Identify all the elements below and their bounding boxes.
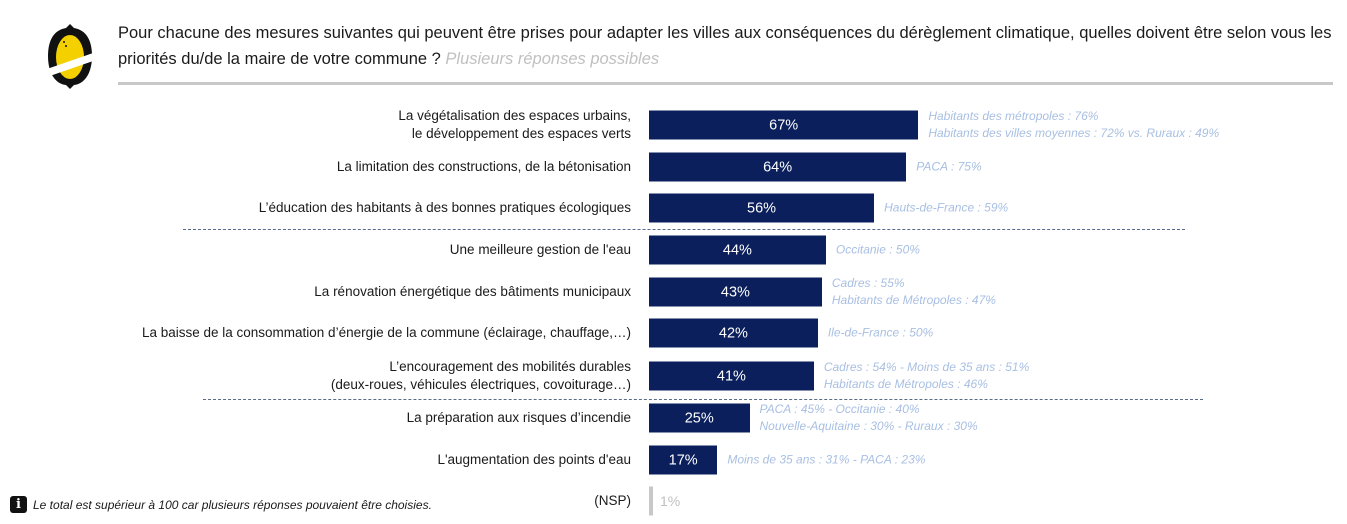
bar: 41% (649, 361, 814, 391)
category-label-line: La végétalisation des espaces urbains, (398, 108, 631, 123)
category-label-line: (NSP) (594, 493, 631, 508)
category-label: L’éducation des habitants à des bonnes p… (259, 199, 631, 217)
bar: 43% (649, 277, 822, 307)
data-label: 56% (747, 200, 777, 216)
question-title: Pour chacune des mesures suivantes qui p… (118, 20, 1338, 72)
question-hint: Plusieurs réponses possibles (445, 50, 660, 68)
category-label: La rénovation énergétique des bâtiments … (314, 283, 631, 301)
footer-note: Le total est supérieur à 100 car plusieu… (33, 497, 432, 512)
category-label-line: La limitation des constructions, de la b… (336, 159, 631, 174)
bar: 25% (649, 403, 750, 433)
data-label: 67% (769, 117, 799, 133)
question-text: Pour chacune des mesures suivantes qui p… (118, 24, 1332, 68)
annotation: Habitants des métropoles : 76% Habitants … (928, 108, 1219, 142)
bar (649, 486, 653, 516)
annotation-line: Habitants de Métropoles : 47% (831, 293, 996, 307)
annotation-line: Ile-de-France : 50% (827, 325, 934, 340)
category-label: Une meilleure gestion de l'eau (450, 241, 631, 259)
category-label-line: L’éducation des habitants à des bonnes p… (258, 200, 631, 215)
annotation-line: Moins de 35 ans : 31% - PACA : 23% (727, 452, 926, 467)
category-label-line: La préparation aux risques d’incendie (406, 410, 631, 425)
category-label: (NSP) (594, 492, 631, 510)
annotation-line: Habitants des villes moyennes : 72% vs. … (928, 126, 1220, 140)
annotation-line: Occitanie : 50% (835, 242, 920, 257)
group-separator (183, 229, 1185, 230)
bar: 64% (649, 152, 907, 182)
category-label-line: La rénovation énergétique des bâtiments … (314, 284, 631, 299)
annotation-line: Nouvelle-Aquitaine : 30% - Ruraux : 30% (759, 419, 978, 433)
bar: 42% (649, 318, 818, 348)
category-label-line: le développement des espaces verts (411, 126, 631, 141)
annotation-line: Habitants des métropoles : 76% (928, 109, 1099, 123)
bar: 67% (649, 110, 919, 140)
category-label: L'augmentation des points d'eau (437, 451, 631, 469)
bar: 17% (649, 445, 718, 475)
category-label-line: La baisse de la consommation d’énergie d… (141, 325, 631, 340)
data-label: 25% (684, 410, 714, 426)
category-label: La préparation aux risques d’incendie (407, 409, 631, 427)
annotation-line: Cadres : 55% (831, 276, 905, 290)
annotation: Hauts-de-France : 59% (884, 200, 1008, 217)
category-label: La végétalisation des espaces urbains, le… (398, 107, 631, 143)
category-label: La limitation des constructions, de la b… (337, 158, 631, 176)
group-separator (203, 399, 1203, 400)
annotation: PACA : 45% - Occitanie : 40% Nouvelle-Aqu… (760, 401, 978, 435)
title-divider (118, 82, 1333, 85)
category-label-line: L’encouragement des mobilités durables (389, 359, 631, 374)
category-label-line: Une meilleure gestion de l'eau (449, 242, 631, 257)
category-label: La baisse de la consommation d’énergie d… (142, 324, 631, 342)
annotation: Moins de 35 ans : 31% - PACA : 23% (727, 452, 925, 469)
data-label: 42% (718, 325, 748, 341)
annotation-line: PACA : 75% (916, 159, 982, 174)
category-label: L’encouragement des mobilités durables (d… (331, 358, 631, 394)
annotation-line: Cadres : 54% - Moins de 35 ans : 51% (823, 360, 1030, 374)
bar: 56% (649, 193, 875, 223)
bar: 44% (649, 235, 826, 265)
logo-icon (44, 24, 96, 89)
footer: i Le total est supérieur à 100 car plusi… (10, 496, 432, 513)
annotation: Occitanie : 50% (836, 242, 920, 259)
info-icon: i (10, 496, 27, 513)
annotation-line: Habitants de Métropoles : 46% (823, 377, 988, 391)
annotation-line: PACA : 45% - Occitanie : 40% (759, 402, 920, 416)
data-label: 64% (763, 159, 793, 175)
data-label: 17% (668, 452, 698, 468)
annotation: Cadres : 54% - Moins de 35 ans : 51% Habi… (824, 359, 1029, 393)
data-label: 44% (722, 242, 752, 258)
annotation-line: Hauts-de-France : 59% (884, 200, 1009, 215)
category-label-line: (deux-roues, véhicules électriques, covo… (330, 377, 631, 392)
data-label: 41% (716, 368, 746, 384)
annotation: Ile-de-France : 50% (828, 325, 933, 342)
annotation: Cadres : 55% Habitants de Métropoles : 47… (832, 275, 996, 309)
annotation: PACA : 75% (916, 159, 981, 176)
data-label: 1% (660, 493, 681, 509)
category-label-line: L'augmentation des points d'eau (437, 452, 631, 467)
data-label: 43% (720, 284, 750, 300)
